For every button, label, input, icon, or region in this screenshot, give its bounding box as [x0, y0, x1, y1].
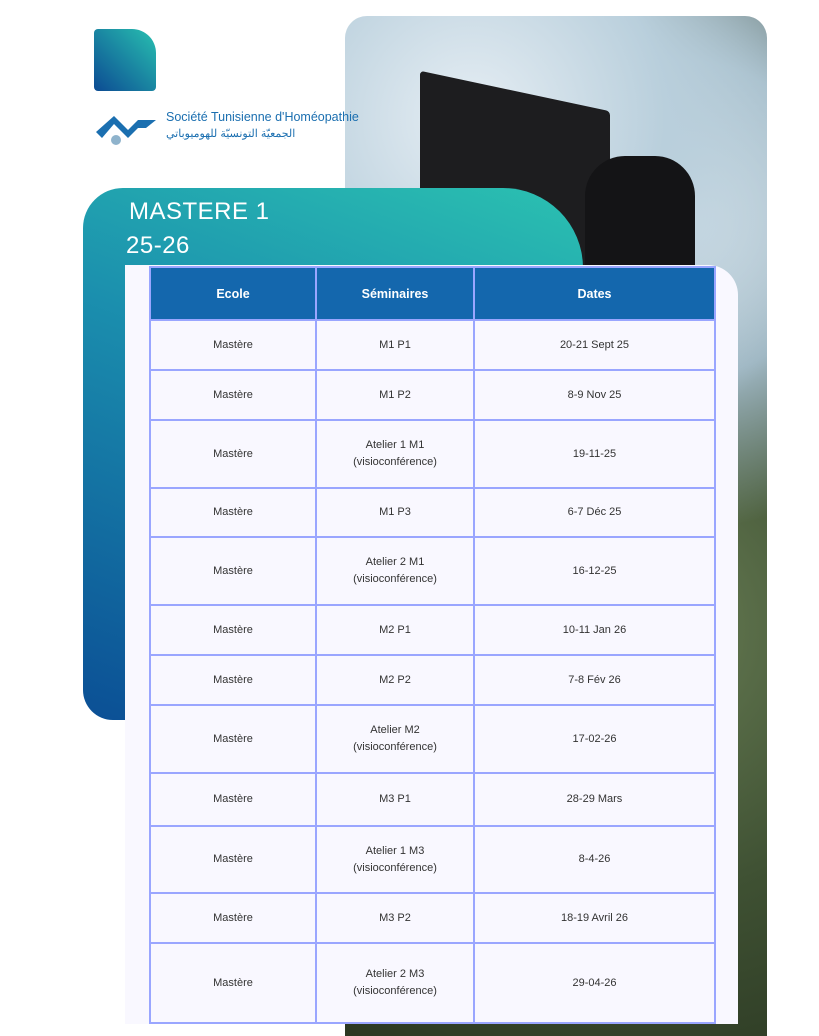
ecole-cell: Mastère [149, 369, 317, 421]
logo-name-fr: Société Tunisienne d'Homéopathie [166, 110, 359, 124]
ecole-cell: Mastère [149, 704, 317, 774]
ecole-cell: Mastère [149, 654, 317, 706]
table-row: Mastère Atelier M2 (visioconférence) 17-02… [149, 704, 716, 774]
seminaire-cell: M3 P2 [315, 892, 475, 944]
ecole-cell: Mastère [149, 825, 317, 894]
date-cell: 20-21 Sept 25 [473, 319, 716, 371]
date-cell: 8-4-26 [473, 825, 716, 894]
table-row: Mastère Atelier 1 M3 (visioconférence) 8-4… [149, 825, 716, 894]
date-cell: 28-29 Mars [473, 772, 716, 827]
ecole-cell: Mastère [149, 419, 317, 489]
date-cell: 16-12-25 [473, 536, 716, 606]
table-row: Mastère M1 P3 6-7 Déc 25 [149, 487, 716, 538]
ecole-cell: Mastère [149, 536, 317, 606]
ecole-cell: Mastère [149, 604, 317, 656]
date-cell: 6-7 Déc 25 [473, 487, 716, 538]
date-cell: 29-04-26 [473, 942, 716, 1024]
ecole-cell: Mastère [149, 319, 317, 371]
seminaire-cell: Atelier 2 M1 (visioconférence) [315, 536, 475, 606]
table-row: Mastère M1 P2 8-9 Nov 25 [149, 369, 716, 421]
seminaire-cell: Atelier M2 (visioconférence) [315, 704, 475, 774]
ecole-cell: Mastère [149, 942, 317, 1024]
table-row: Mastère Atelier 1 M1 (visioconférence) 19-… [149, 419, 716, 489]
seminaire-cell: Atelier 1 M3 (visioconférence) [315, 825, 475, 894]
seminaire-cell: M1 P1 [315, 319, 475, 371]
logo-name-ar: الجمعيّة التونسيّة للهوميوباتي [166, 128, 296, 140]
column-header: Dates [473, 266, 716, 321]
ecole-cell: Mastère [149, 487, 317, 538]
ecole-cell: Mastère [149, 772, 317, 827]
date-cell: 8-9 Nov 25 [473, 369, 716, 421]
table-row: Mastère Atelier 2 M1 (visioconférence) 16-… [149, 536, 716, 606]
column-header: Ecole [149, 266, 317, 321]
logo-mark-icon [96, 116, 156, 145]
date-cell: 19-11-25 [473, 419, 716, 489]
seminaire-cell: M2 P1 [315, 604, 475, 656]
seminaire-cell: M1 P3 [315, 487, 475, 538]
table-row: Mastère M2 P1 10-11 Jan 26 [149, 604, 716, 656]
seminaire-cell: M3 P1 [315, 772, 475, 827]
date-cell: 10-11 Jan 26 [473, 604, 716, 656]
table-row: Mastère M3 P2 18-19 Avril 26 [149, 892, 716, 944]
date-cell: 18-19 Avril 26 [473, 892, 716, 944]
date-cell: 7-8 Fév 26 [473, 654, 716, 706]
page-title: MASTERE 1 [129, 198, 270, 225]
table-row: Mastère M3 P1 28-29 Mars [149, 772, 716, 827]
seminaire-cell: M2 P2 [315, 654, 475, 706]
date-cell: 17-02-26 [473, 704, 716, 774]
seminaire-cell: Atelier 1 M1 (visioconférence) [315, 419, 475, 489]
page-subtitle: 25-26 [126, 232, 190, 259]
ecole-cell: Mastère [149, 892, 317, 944]
seminaire-cell: M1 P2 [315, 369, 475, 421]
column-header: Séminaires [315, 266, 475, 321]
table-row: Mastère Atelier 2 M3 (visioconférence) 29-… [149, 942, 716, 1024]
decorative-square [94, 29, 156, 91]
table-row: Mastère M1 P1 20-21 Sept 25 [149, 319, 716, 371]
table-row: Mastère M2 P2 7-8 Fév 26 [149, 654, 716, 706]
seminaire-cell: Atelier 2 M3 (visioconférence) [315, 942, 475, 1024]
logo: Société Tunisienne d'Homéopathie الجمعيّ… [94, 108, 359, 153]
schedule-table: Ecole Séminaires Dates Mastère M1 P1 20-21 S… [149, 266, 716, 1024]
